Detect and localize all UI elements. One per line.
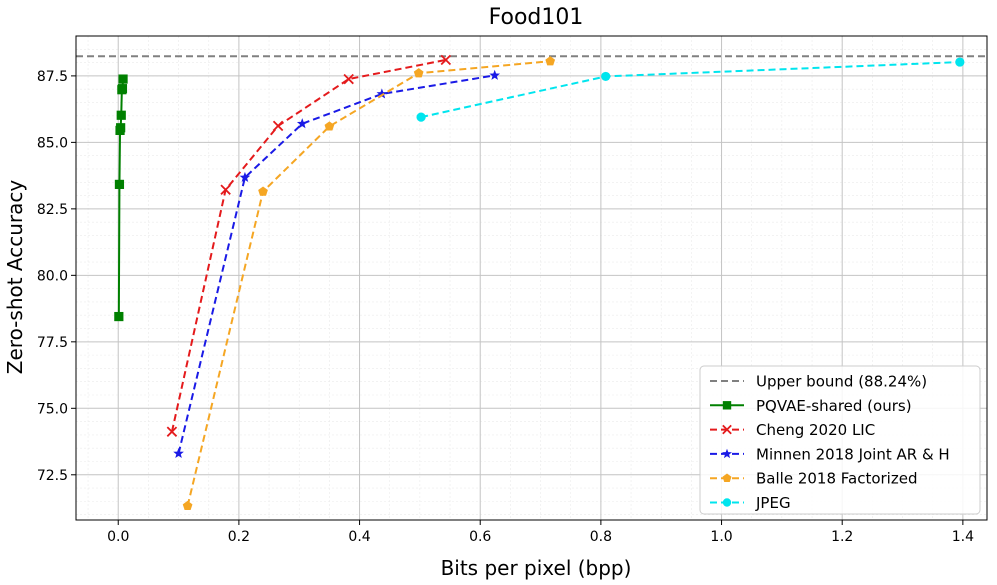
data-point: [116, 123, 126, 133]
data-point: [343, 73, 354, 85]
data-point: [173, 447, 184, 459]
data-point: [114, 179, 125, 189]
series: [182, 56, 556, 511]
y-tick-label: 72.5: [37, 468, 68, 484]
y-tick-label: 85.0: [37, 135, 68, 151]
ticks: 0.0 0.2 0.4 0.6 0.8 1.0 1.2 1.4 72.5 75.0 77.5 80.0…: [37, 69, 974, 545]
data-point: [440, 54, 452, 66]
data-point: [272, 120, 284, 132]
x-tick-label: 0.8: [590, 529, 612, 545]
data-point: [118, 74, 128, 84]
x-tick-label: 0.2: [228, 529, 250, 545]
data-point: [489, 69, 501, 80]
data-point: [416, 112, 426, 122]
data-point: [182, 500, 193, 511]
series: [166, 54, 452, 437]
data-point: [413, 68, 424, 78]
y-tick-label: 80.0: [37, 268, 68, 284]
legend-label: Minnen 2018 Joint AR & H: [756, 445, 950, 463]
data-point: [376, 88, 388, 99]
data-point: [166, 426, 178, 437]
data-point: [722, 448, 732, 459]
data-point: [117, 84, 128, 94]
x-axis-label: Bits per pixel (bpp): [441, 556, 632, 580]
y-tick-label: 82.5: [37, 202, 68, 218]
data-point: [324, 121, 335, 131]
data-point: [722, 498, 732, 507]
data-point: [114, 311, 124, 322]
x-tick-label: 0.0: [107, 529, 129, 545]
legend-label: Cheng 2020 LIC: [756, 421, 875, 439]
data-point: [239, 171, 251, 183]
data-point: [116, 110, 126, 120]
y-tick-label: 87.5: [37, 69, 68, 85]
data-point: [722, 473, 732, 482]
plot-frame: [75, 35, 988, 521]
data-point: [601, 71, 611, 82]
legend-box: [699, 365, 981, 515]
x-tick-label: 0.4: [348, 529, 370, 545]
y-tick-label: 77.5: [37, 335, 68, 351]
series: [416, 57, 965, 122]
legend-label: JPEG: [755, 494, 791, 512]
series-line: [186, 60, 551, 507]
data-point: [296, 118, 308, 129]
x-tick-label: 0.6: [469, 529, 491, 545]
y-tick-label: 75.0: [37, 401, 68, 417]
legend-label: PQVAE-shared (ours): [756, 397, 912, 415]
data-point: [220, 184, 231, 195]
legend-label: Upper bound (88.24%): [756, 373, 927, 391]
x-tick-label: 1.4: [952, 529, 974, 545]
data-point: [545, 56, 556, 66]
series-line: [420, 61, 960, 119]
series: [173, 69, 501, 459]
chart-title: Food101: [489, 5, 584, 30]
legend: Upper bound (88.24%) PQVAE-shared (ours) C…: [699, 365, 981, 515]
series: [114, 74, 128, 322]
x-tick-label: 1.0: [710, 529, 732, 545]
data-point: [722, 424, 732, 435]
series-group: [114, 54, 965, 511]
series-line: [177, 74, 495, 454]
x-tick-label: 1.2: [831, 529, 853, 545]
legend-label: Balle 2018 Factorized: [756, 470, 917, 488]
data-point: [258, 186, 268, 196]
y-axis-label: Zero-shot Accuracy: [3, 180, 27, 375]
data-point: [722, 401, 732, 410]
data-point: [955, 57, 965, 67]
